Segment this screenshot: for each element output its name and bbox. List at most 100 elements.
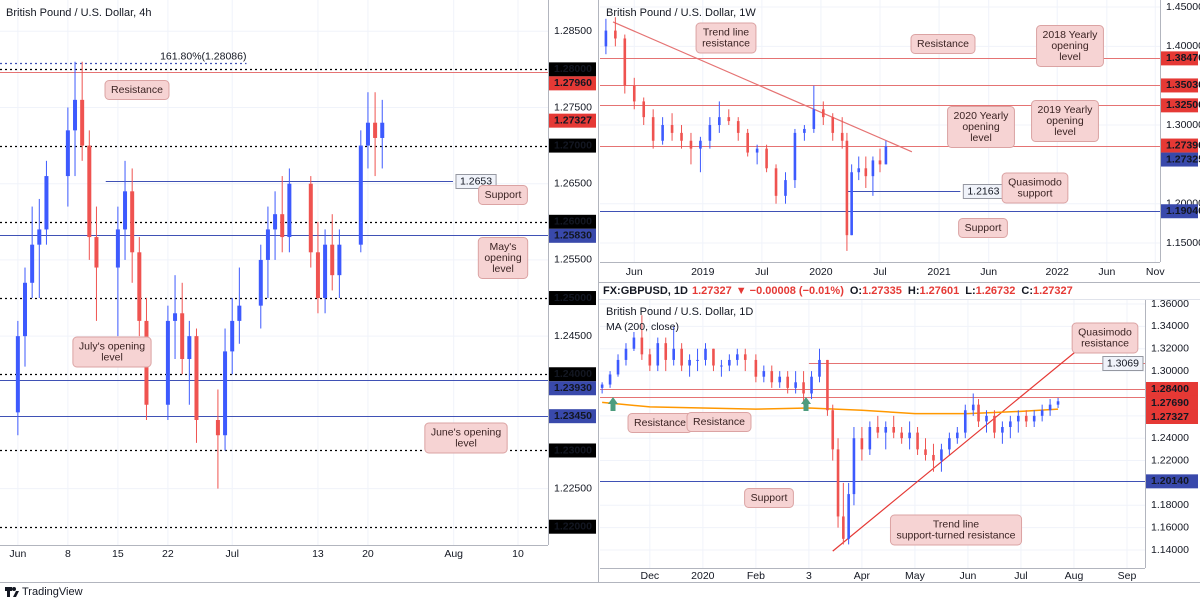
candle-body (836, 449, 840, 517)
candle-body (786, 376, 789, 388)
candle-body (608, 374, 612, 385)
candle-body (664, 343, 668, 360)
candle-body (755, 148, 759, 153)
x-tick-label: 22 (162, 548, 174, 560)
callout: Resistance (104, 80, 170, 100)
price-label-box (1146, 381, 1198, 396)
price-label: 1.20140 (1151, 475, 1189, 487)
x-tick-label: Feb (747, 570, 765, 582)
x-tick-label: Jun (980, 266, 997, 278)
x-tick-label: 2019 (691, 266, 715, 278)
price-label-box (1161, 78, 1198, 93)
candle-body (736, 121, 740, 133)
x-tick-label: Nov (1146, 266, 1165, 278)
candle-body (1056, 401, 1060, 405)
candle-body (87, 145, 92, 238)
candle-body (130, 191, 135, 253)
x-tick-label: 3 (806, 570, 812, 582)
callout-text: level (970, 132, 992, 144)
candle-body (273, 214, 278, 230)
candle-body (689, 140, 693, 149)
candle-body (794, 382, 797, 388)
candle-body (774, 168, 778, 196)
y-tick-label: 1.40000 (1166, 40, 1200, 52)
price-label: 1.23000 (554, 444, 592, 456)
candle-body (65, 130, 70, 177)
price-label-box (1161, 152, 1198, 167)
callout: Support (744, 488, 794, 508)
quote-item: FX:GBPUSD, 1D (603, 285, 688, 297)
quote-item: 1.27327 (692, 285, 732, 297)
trend-line (612, 21, 913, 153)
x-tick-label: 20 (362, 548, 374, 560)
candle-body (73, 99, 78, 131)
candle-body (948, 438, 951, 450)
level-label-box (1102, 356, 1144, 371)
price-label-box (1161, 51, 1198, 66)
callout-text: Support (965, 222, 1002, 234)
y-tick-label: 1.25500 (554, 254, 592, 266)
callout: Resistance (686, 412, 752, 432)
y-tick-label: 1.24500 (554, 330, 592, 342)
candle-body (993, 415, 996, 433)
y-tick-label: 1.34000 (1151, 320, 1189, 332)
candle-body (802, 382, 805, 394)
candle-body (37, 229, 42, 245)
trend-line (832, 351, 1076, 552)
y-tick-label: 1.45000 (1166, 1, 1200, 13)
price-label: 1.28400 (1151, 383, 1189, 395)
x-tick-label: Dec (640, 570, 659, 582)
candle-body (956, 432, 959, 439)
candle-body (1009, 421, 1012, 428)
candle-body (30, 244, 35, 283)
candle-body (604, 30, 608, 47)
price-label: 1.25830 (554, 230, 592, 242)
y-tick-label: 1.28500 (554, 25, 592, 37)
candle-body (712, 348, 715, 366)
price-label-box (549, 519, 596, 534)
price-label: 1.28000 (554, 63, 592, 75)
candle-body (670, 125, 674, 133)
callout: Support (958, 218, 1008, 238)
candle-body (337, 244, 342, 276)
quote-item: ▼ −0.00008 (−0.01%) (736, 285, 844, 297)
candle-body (137, 252, 142, 321)
candle-body (1048, 404, 1052, 411)
candle-body (840, 132, 844, 141)
candle-body (746, 132, 749, 153)
y-tick-label: 1.15000 (1166, 237, 1200, 249)
x-tick-label: 2022 (1046, 266, 1070, 278)
callout-text: support (1017, 187, 1052, 199)
candle-body (708, 125, 712, 141)
candle-body (680, 132, 683, 141)
y-tick-label: 1.22500 (554, 482, 592, 494)
price-label-box (549, 409, 596, 424)
callout: Resistance (910, 34, 976, 54)
candle-body (237, 305, 242, 321)
candle-body (754, 359, 758, 377)
callout-box (686, 412, 752, 432)
candle-body (194, 336, 199, 420)
x-tick-label: Jul (755, 266, 768, 278)
y-tick-label: 1.27500 (554, 101, 592, 113)
candle-body (765, 148, 768, 169)
brand: TradingView (22, 586, 83, 598)
callout-box (424, 422, 508, 454)
x-tick-label: 2020 (691, 570, 715, 582)
candle-body (373, 122, 378, 138)
candle-body (826, 359, 829, 411)
callout-text: support-turned resistance (896, 529, 1015, 541)
level-label: 1.2163 (967, 185, 999, 197)
price-label: 1.24000 (554, 368, 592, 380)
callout-text: level (1054, 126, 1076, 138)
candle-body (616, 359, 620, 375)
x-tick-label: Sep (1118, 570, 1137, 582)
y-tick-label: 1.24000 (1151, 432, 1189, 444)
candle-body (23, 282, 28, 337)
candle-body (871, 160, 875, 177)
x-tick-label: Jun (1098, 266, 1115, 278)
callout-text: opening (1051, 40, 1089, 52)
